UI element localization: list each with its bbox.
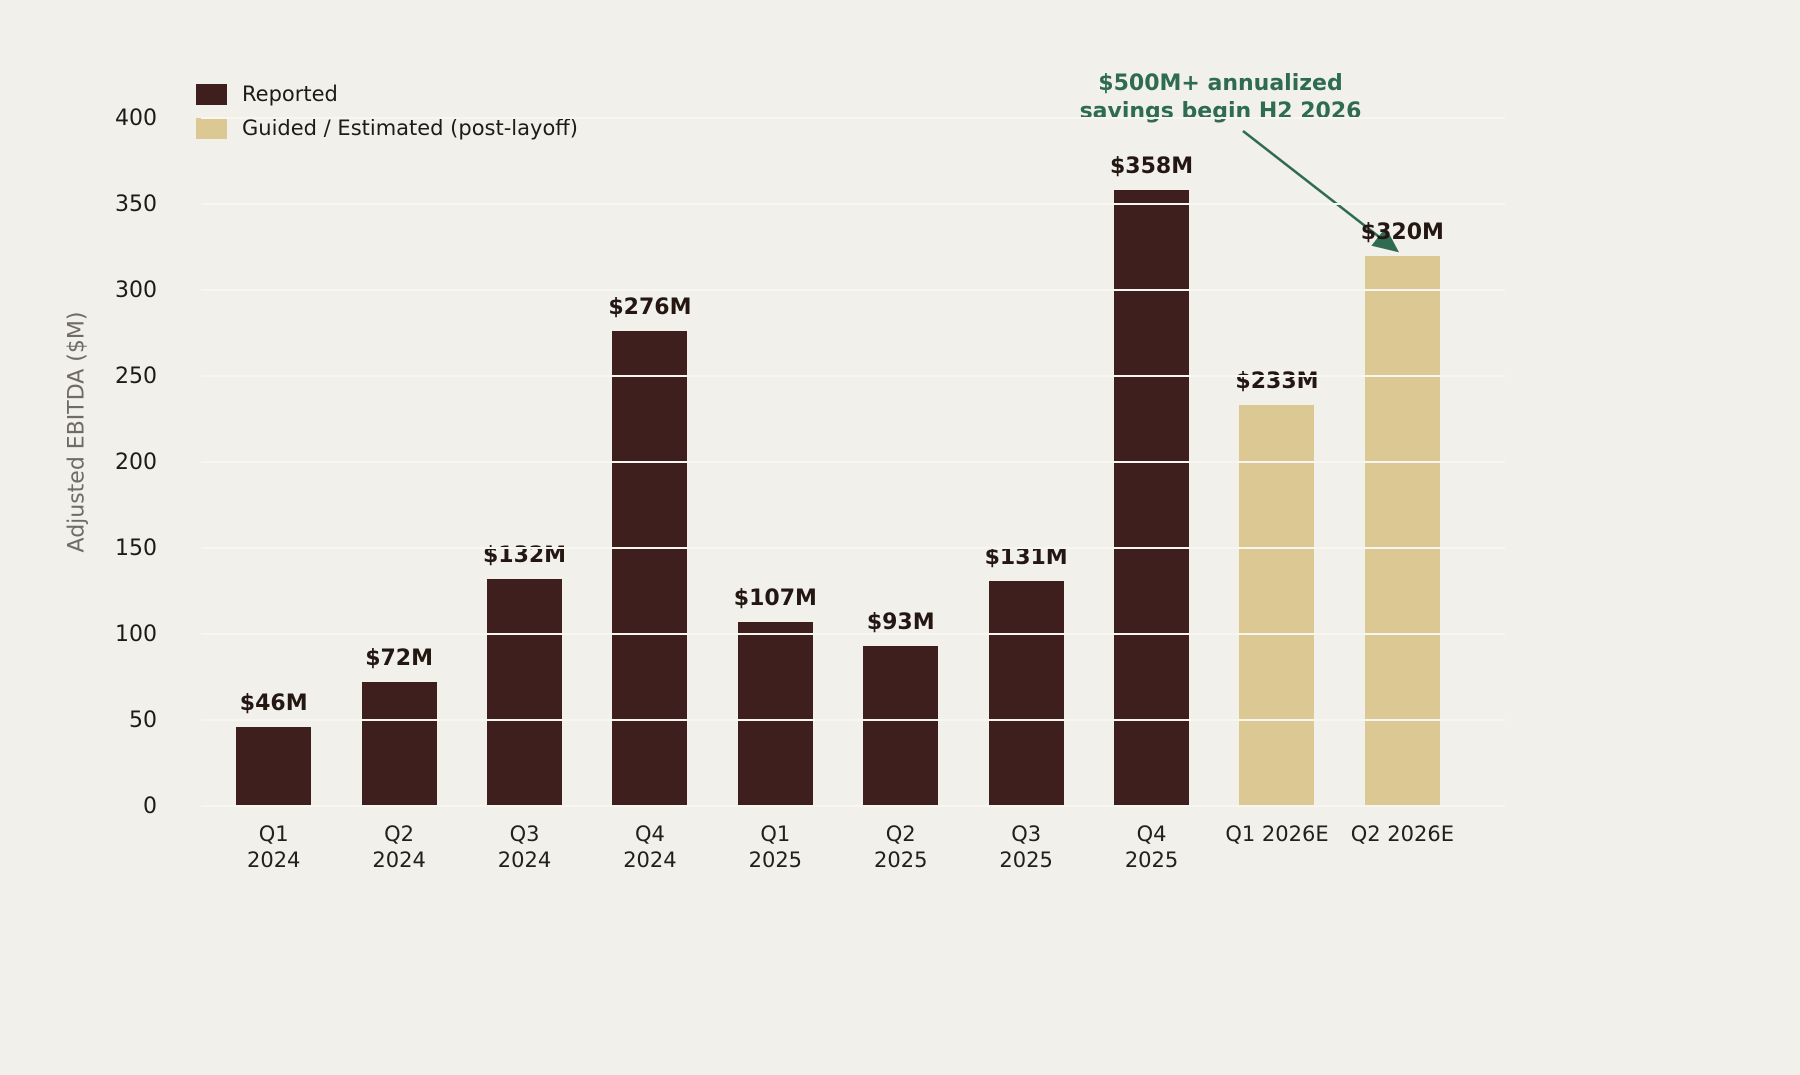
x-tick-label: Q1 2024	[246, 822, 301, 873]
x-tick-label: Q1 2025	[748, 822, 803, 873]
x-tick-label: Q2 2025	[874, 822, 928, 873]
bar-group-q2-2024: $72M Q2 2024	[336, 118, 461, 872]
y-tick-label: 0	[143, 794, 157, 819]
annotation-line-2: savings begin H2 2026	[1079, 98, 1362, 124]
bar-group-q2-2026e: $320M Q2 2026E	[1340, 118, 1465, 846]
y-tick-label: 300	[115, 278, 157, 303]
bar-reported	[988, 580, 1064, 806]
gridline	[201, 461, 1505, 463]
gridline	[201, 289, 1505, 291]
bar-reported	[236, 726, 312, 806]
x-tick-label: Q4 2025	[1124, 822, 1179, 873]
bar-value-label: $320M	[1360, 219, 1444, 245]
legend-swatch	[196, 117, 227, 139]
gridline	[201, 633, 1505, 635]
y-tick-label: 150	[115, 536, 157, 561]
bar-group-q4-2024: $276M Q4 2024	[587, 118, 712, 872]
bar-group-q4-2025: $358M Q4 2025	[1089, 118, 1214, 872]
y-tick-label: 350	[115, 192, 157, 217]
bar-reported	[487, 578, 563, 806]
legend-swatch	[196, 83, 227, 105]
bar-value-label: $233M	[1235, 369, 1319, 395]
x-tick-label: Q1 2026E	[1225, 822, 1329, 846]
plot-area: $46M Q1 2024 $72M Q2 2024 $132M Q3 2024 $276M Q…	[201, 117, 1505, 872]
bar-reported	[612, 331, 688, 806]
gridline	[201, 203, 1505, 205]
legend: Reported Guided / Estimated (post-layoff…	[196, 82, 578, 140]
gridline	[201, 375, 1505, 377]
gridline	[201, 117, 1505, 119]
legend-item-estimated: Guided / Estimated (post-layoff)	[196, 116, 578, 140]
legend-label: Guided / Estimated (post-layoff)	[242, 116, 578, 140]
bar-reported	[863, 646, 939, 806]
y-tick-label: 400	[115, 106, 157, 131]
bar-group-q1-2026e: $233M Q1 2026E	[1214, 118, 1339, 846]
bar-estimated	[1364, 255, 1440, 806]
y-tick-label: 100	[115, 622, 157, 647]
y-tick-label: 200	[115, 450, 157, 475]
bar-group-q3-2025: $131M Q3 2025	[963, 118, 1088, 872]
x-tick-label: Q3 2025	[999, 822, 1053, 873]
bar-estimated	[1239, 405, 1315, 806]
legend-label: Reported	[242, 82, 338, 106]
x-tick-label: Q4 2024	[623, 822, 677, 873]
x-tick-label: Q2 2026E	[1350, 822, 1454, 846]
x-tick-label: Q2 2024	[372, 822, 426, 873]
bar-group-q1-2025: $107M Q1 2025	[713, 118, 838, 872]
bar-value-label: $93M	[866, 610, 935, 636]
bar-reported	[361, 682, 437, 806]
x-tick-label: Q3 2024	[497, 822, 552, 873]
y-tick-label: 250	[115, 364, 157, 389]
gridline	[201, 805, 1505, 807]
bars: $46M Q1 2024 $72M Q2 2024 $132M Q3 2024 $276M Q…	[211, 118, 1465, 872]
bar-group-q1-2024: $46M Q1 2024	[211, 118, 336, 872]
bar-reported	[1114, 190, 1190, 806]
bar-group-q2-2025: $93M Q2 2025	[838, 118, 963, 872]
y-tick-label: 50	[129, 708, 157, 733]
bar-value-label: $276M	[608, 295, 692, 321]
bar-group-q3-2024: $132M Q3 2024	[462, 118, 587, 872]
bar-value-label: $107M	[733, 585, 817, 611]
bar-reported	[737, 621, 813, 806]
gridline	[201, 719, 1505, 721]
y-axis-ticks: 0 50 100 150 200 250 300 350 400	[27, 106, 157, 819]
bar-value-label: $72M	[365, 646, 434, 672]
bar-value-label: $358M	[1109, 154, 1194, 180]
annotation-text: $500M+ annualized savings begin H2 2026	[1078, 70, 1363, 126]
bar-value-label: $46M	[239, 690, 308, 716]
legend-item-reported: Reported	[196, 82, 578, 106]
gridline	[201, 547, 1505, 549]
annotation-line-1: $500M+ annualized	[1098, 71, 1343, 96]
